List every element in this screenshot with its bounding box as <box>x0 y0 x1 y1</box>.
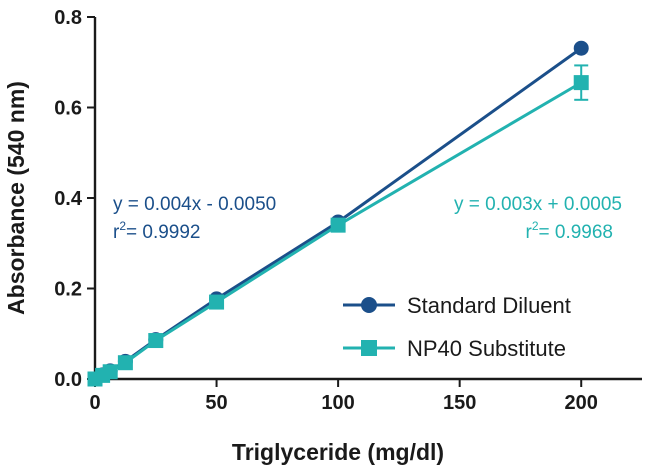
r2-np40-substitute-sup: 2 <box>532 219 539 233</box>
y-tick-label: 0.6 <box>54 98 82 120</box>
r2-standard-diluent-text: r2= 0.9992 <box>113 219 201 243</box>
equation-np40-substitute-text: y = 0.003x + 0.0005 <box>454 194 622 215</box>
legend-item-standard-diluent: Standard Diluent <box>343 293 571 318</box>
equation-np40-substitute: y = 0.003x + 0.0005 r2= 0.9968 <box>454 194 622 243</box>
equation-standard-diluent: y = 0.004x - 0.0050 r2= 0.9992 <box>113 194 276 243</box>
equation-standard-diluent-text: y = 0.004x - 0.0050 <box>113 194 276 215</box>
data-markers <box>87 40 589 387</box>
legend-label-standard-diluent: Standard Diluent <box>407 293 571 318</box>
x-tick-label: 150 <box>443 392 476 414</box>
legend-label-np40-substitute: NP40 Substitute <box>407 336 566 361</box>
x-tick-label: 200 <box>565 392 598 414</box>
r2-standard-diluent-sup: 2 <box>119 219 126 233</box>
r2-np40-substitute-text: r2= 0.9968 <box>525 219 613 243</box>
r2-np40-substitute-prefix: r <box>525 222 532 243</box>
legend-marker-standard-diluent <box>361 297 377 313</box>
data-point-np40-substitute <box>102 364 118 380</box>
x-tick-label: 0 <box>89 392 100 414</box>
legend: Standard Diluent NP40 Substitute <box>343 293 571 361</box>
data-point-np40-substitute <box>117 355 133 371</box>
y-tick-label: 0.2 <box>54 279 82 301</box>
x-tick-label: 50 <box>205 392 227 414</box>
data-point-standard-diluent <box>573 40 589 56</box>
data-point-np40-substitute <box>148 333 164 349</box>
data-point-np40-substitute <box>330 217 346 233</box>
legend-marker-np40-substitute <box>361 340 377 356</box>
legend-item-np40-substitute: NP40 Substitute <box>343 336 566 361</box>
r2-np40-substitute-value: = 0.9968 <box>539 222 614 243</box>
x-tick-label: 100 <box>321 392 354 414</box>
data-point-np40-substitute <box>209 294 225 310</box>
x-axis-title: Triglyceride (mg/dl) <box>232 439 444 465</box>
y-tick-label: 0.8 <box>54 7 82 29</box>
y-tick-label: 0.0 <box>54 369 82 391</box>
y-tick-label: 0.4 <box>54 188 83 210</box>
r2-standard-diluent-value: = 0.9992 <box>126 222 201 243</box>
axis-ticks: 0 50 100 150 200 0.0 0.2 0.4 0.6 0.8 <box>54 7 598 414</box>
r2-standard-diluent-prefix: r <box>113 222 120 243</box>
data-point-np40-substitute <box>573 75 589 91</box>
y-axis-title: Absorbance (540 nm) <box>3 81 29 315</box>
